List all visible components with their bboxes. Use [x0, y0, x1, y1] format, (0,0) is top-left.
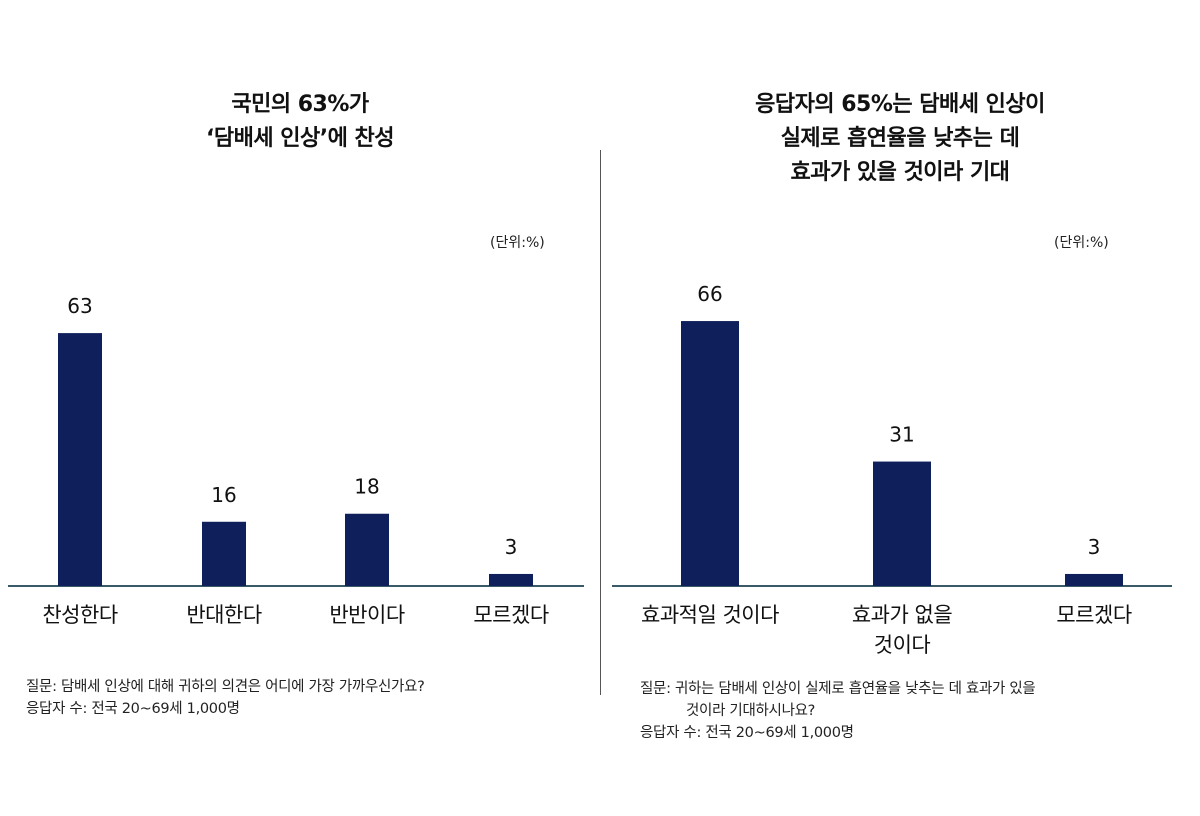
panel-divider [600, 150, 601, 695]
right-bar-2 [1065, 573, 1123, 586]
left-value-label-3: 3 [505, 535, 518, 559]
left-respondents: 응답자 수: 전국 20~69세 1,000명 [26, 701, 240, 717]
left-bar-2 [345, 513, 389, 586]
left-bar-chart: 63 찬성한다 16 반대한다 18 반반이다 3 모르겠다 [8, 294, 584, 627]
left-bar-3 [489, 573, 533, 586]
left-value-label-2: 18 [354, 475, 379, 499]
right-question-line-1: 질문: 귀하는 담배세 인상이 실제로 흡연율을 낮추는 데 효과가 있을 [640, 681, 1036, 697]
right-bar-1 [873, 461, 931, 586]
left-chart-title: 국민의 63%가 ‘담배세 인상’에 찬성 [0, 88, 600, 156]
left-value-label-0: 63 [67, 294, 92, 318]
left-category-label-3: 모르겠다 [473, 603, 548, 627]
left-category-label-2: 반반이다 [329, 603, 404, 627]
right-value-label-0: 66 [697, 282, 722, 306]
left-category-label-1: 반대한다 [186, 603, 261, 627]
left-category-label-0: 찬성한다 [42, 603, 117, 627]
left-bar-1 [202, 521, 246, 586]
right-bar-0 [681, 321, 739, 586]
left-unit-label: (단위:%) [490, 235, 545, 251]
left-value-label-1: 16 [211, 483, 236, 507]
right-chart-title: 응답자의 65%는 담배세 인상이 실제로 흡연율을 낮추는 데 효과가 있을 … [600, 88, 1200, 190]
right-title-line-3: 효과가 있을 것이라 기대 [790, 160, 1010, 185]
right-chart-panel: 응답자의 65%는 담배세 인상이 실제로 흡연율을 낮추는 데 효과가 있을 … [600, 0, 1200, 816]
left-chart-panel: 국민의 63%가 ‘담배세 인상’에 찬성 (단위:%) 63 찬성한다 16 반대한… [0, 88, 600, 720]
right-unit-label: (단위:%) [1054, 235, 1109, 251]
right-category-label-2: 모르겠다 [1056, 603, 1131, 627]
left-bar-0 [58, 333, 102, 586]
right-respondents: 응답자 수: 전국 20~69세 1,000명 [640, 725, 854, 741]
left-title-line-1: 국민의 63%가 [231, 92, 369, 117]
right-value-label-2: 3 [1088, 535, 1101, 559]
right-title-line-1: 응답자의 65%는 담배세 인상이 [755, 92, 1045, 117]
right-footnote: 질문: 귀하는 담배세 인상이 실제로 흡연율을 낮추는 데 효과가 있을 것이… [640, 678, 1036, 744]
right-category-label-0: 효과적일 것이다 [641, 603, 779, 627]
right-title-line-2: 실제로 흡연율을 낮추는 데 [780, 126, 1020, 151]
left-footnote: 질문: 담배세 인상에 대해 귀하의 의견은 어디에 가장 가까우신가요? 응답… [26, 676, 425, 720]
left-title-line-2: ‘담배세 인상’에 찬성 [206, 126, 394, 151]
right-value-label-1: 31 [889, 423, 914, 447]
right-category-label-1-line-1: 것이다 [874, 633, 931, 657]
left-question-line-1: 질문: 담배세 인상에 대해 귀하의 의견은 어디에 가장 가까우신가요? [26, 679, 425, 695]
right-question-line-2: 것이라 기대하시나요? [686, 703, 816, 719]
right-category-label-1: 효과가 없을 [852, 603, 952, 627]
